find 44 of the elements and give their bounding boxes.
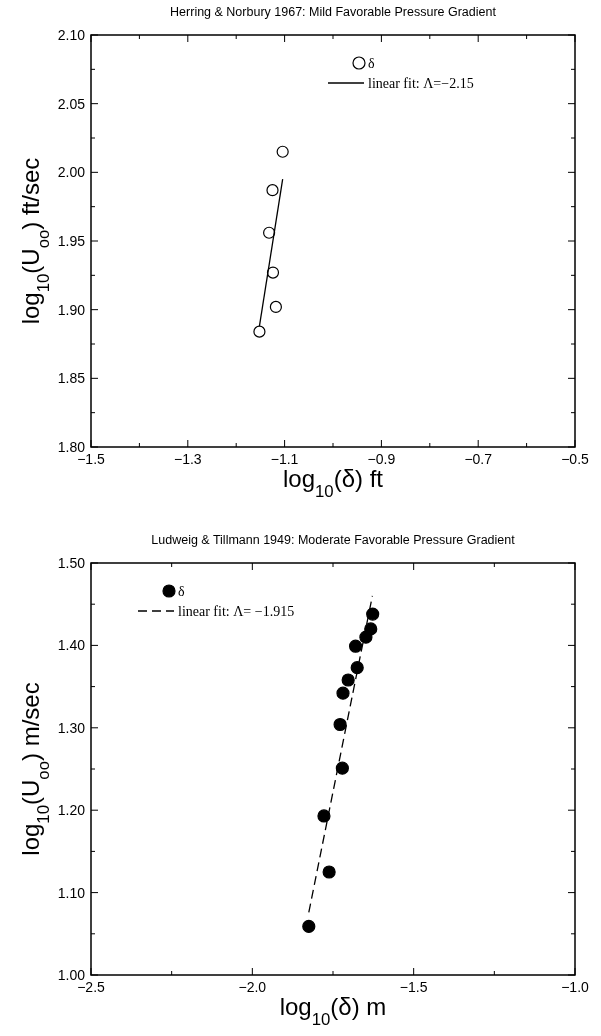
legend-label: δ	[368, 56, 375, 71]
point	[366, 607, 380, 621]
y-tick-label: 1.40	[57, 637, 86, 654]
point	[269, 300, 282, 314]
point	[263, 226, 276, 239]
point	[253, 325, 266, 338]
legend-label: δ	[178, 584, 185, 599]
point	[276, 145, 289, 158]
x-axis-title: log$_{10}$(δ) m	[279, 993, 387, 1029]
point	[350, 661, 364, 675]
x-tick-label: −2.0	[238, 979, 267, 995]
x-axis-title: log$_{10}$(δ) ft	[282, 465, 384, 501]
point	[333, 717, 347, 732]
point	[348, 639, 363, 653]
point	[322, 865, 336, 879]
y-tick-label: 1.90	[57, 301, 86, 318]
y-tick-label: 1.10	[57, 884, 86, 901]
y-tick-label: 1.50	[57, 555, 86, 571]
y-tick-label: 1.95	[57, 233, 86, 249]
point	[335, 761, 349, 775]
legend-label: linear fit: Λ= −1.915	[178, 604, 295, 619]
y-tick-label: 1.85	[57, 370, 86, 387]
y-tick-label: 2.10	[57, 27, 86, 43]
x-tick-label: −0.7	[464, 451, 493, 467]
x-tick-label: −1.3	[173, 451, 202, 467]
y-tick-label: 2.00	[57, 164, 86, 181]
point	[302, 919, 316, 933]
x-tick-label: −1.1	[270, 451, 299, 467]
legend-label: linear fit: Λ=−2.15	[368, 76, 474, 91]
y-tick-label: 1.20	[57, 802, 86, 819]
x-tick-label: −1.0	[561, 979, 590, 995]
point	[341, 673, 355, 687]
chart-title: Ludweig & Tillmann 1949: Moderate Favorable Pressure Gradient	[151, 533, 516, 547]
x-tick-label: −0.5	[561, 451, 590, 467]
point	[336, 686, 350, 700]
point	[266, 184, 279, 197]
point	[317, 809, 331, 823]
x-tick-label: −1.5	[399, 979, 428, 995]
point	[359, 630, 373, 644]
x-tick-label: −0.9	[367, 451, 396, 467]
point	[266, 266, 280, 279]
y-tick-label: 2.05	[57, 95, 86, 112]
chart-title: Herring & Norbury 1967: Mild Favorable Pressure Gradient	[170, 5, 497, 19]
y-tick-label: 1.30	[57, 719, 86, 736]
